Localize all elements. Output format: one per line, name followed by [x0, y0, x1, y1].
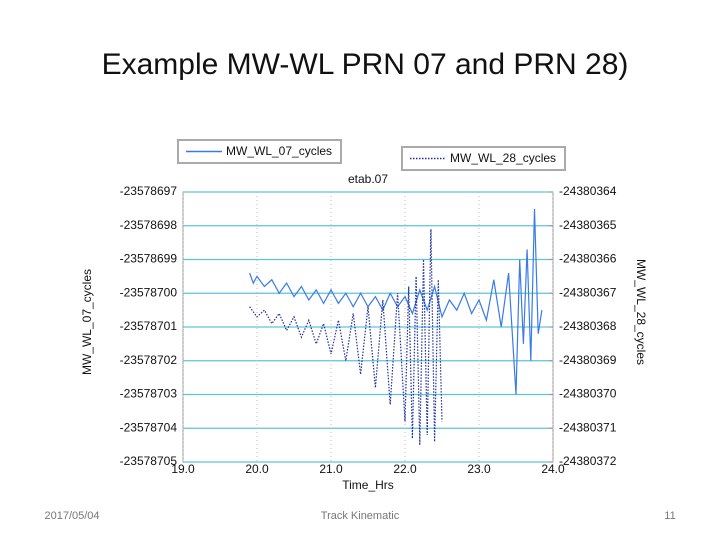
y-tick-label: -23578697: [120, 184, 178, 198]
y2-tick-label: -24380370: [559, 387, 617, 401]
y2-tick-label: -24380372: [559, 454, 617, 468]
y-tick-label: -23578699: [120, 252, 178, 266]
footer-text: Track Kinematic: [321, 510, 400, 522]
series-line: [249, 229, 443, 446]
y-tick-label: -23578701: [120, 319, 178, 333]
series-line: [249, 208, 543, 395]
x-tick-label: 24.0: [541, 462, 565, 476]
legend-label: MW_WL_28_cycles: [450, 151, 556, 165]
legend-box: [401, 146, 566, 171]
x-tick-label: 23.0: [467, 462, 491, 476]
y2-tick-label: -24380365: [559, 218, 617, 232]
y2-tick-label: -24380368: [559, 319, 617, 333]
chart-title: etab.07: [348, 172, 388, 186]
y2-tick-label: -24380364: [559, 184, 617, 198]
page-number: 11: [664, 510, 675, 522]
y-tick-label: -23578702: [120, 353, 178, 367]
x-tick-label: 22.0: [393, 462, 417, 476]
legend-box: [177, 139, 342, 164]
y-axis-title: MW_WL_07_cycles: [80, 269, 94, 375]
y2-tick-label: -24380371: [559, 420, 617, 434]
y2-tick-label: -24380369: [559, 353, 617, 367]
y2-tick-label: -24380367: [559, 285, 617, 299]
y-tick-label: -23578700: [120, 285, 178, 299]
y-tick-label: -23578705: [120, 454, 178, 468]
x-tick-label: 19.0: [171, 462, 195, 476]
y-tick-label: -23578698: [120, 218, 178, 232]
x-axis-title: Time_Hrs: [342, 478, 394, 492]
footer-date: 2017/05/04: [44, 510, 99, 522]
x-tick-label: 20.0: [245, 462, 269, 476]
y2-tick-label: -24380366: [559, 252, 617, 266]
y-tick-label: -23578703: [120, 387, 178, 401]
legend-label: MW_WL_07_cycles: [226, 144, 332, 158]
y2-axis-title: MW_WL_28_cycles: [634, 259, 648, 365]
y-tick-label: -23578704: [120, 420, 178, 434]
slide-title: Example MW-WL PRN 07 and PRN 28): [102, 48, 629, 81]
x-tick-label: 21.0: [319, 462, 343, 476]
